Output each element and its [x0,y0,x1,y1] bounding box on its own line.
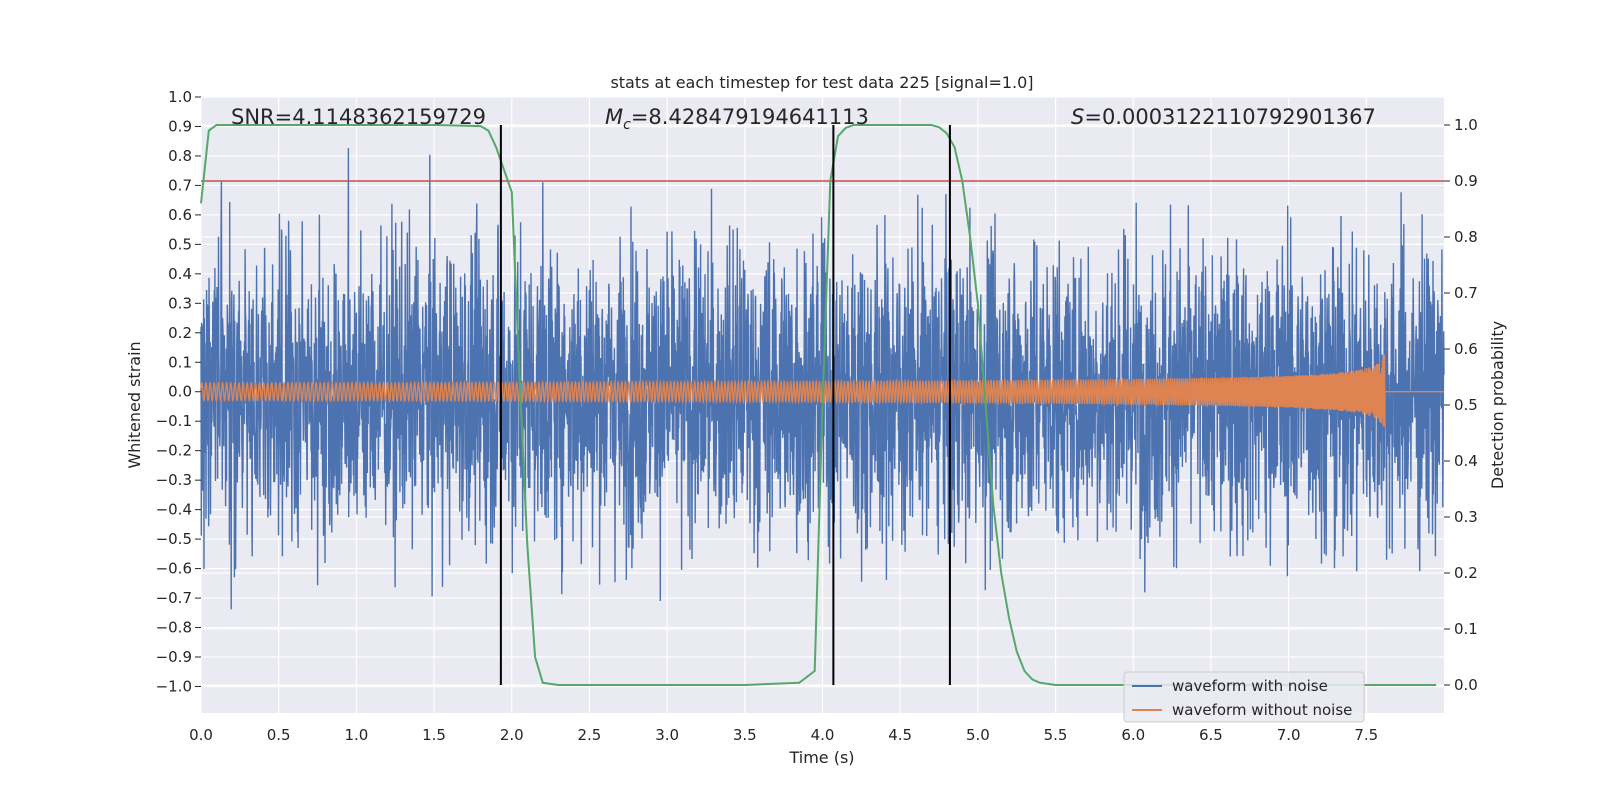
y-tick-label: −1.0 [156,677,192,695]
x-tick-label: 1.5 [422,726,446,744]
chart-title: stats at each timestep for test data 225… [610,73,1033,92]
y-tick-label: 0.2 [168,324,192,342]
y-tick-label: 0.0 [168,383,192,401]
x-tick-label: 1.0 [344,726,368,744]
y2-tick-label: 1.0 [1454,116,1478,134]
y2-tick-label: 0.7 [1454,284,1478,302]
y-tick-label: −0.4 [156,501,192,519]
y-tick-label: 0.7 [168,176,192,194]
x-tick-label: 5.5 [1044,726,1068,744]
y2-tick-label: 0.1 [1454,620,1478,638]
y-tick-label: −0.8 [156,619,192,637]
y-tick-label: −0.9 [156,648,192,666]
y-tick-label: −0.5 [156,530,192,548]
mc-subscript: c [623,117,631,133]
x-tick-label: 6.0 [1121,726,1145,744]
y2-tick-label: 0.9 [1454,172,1478,190]
y2-tick-label: 0.8 [1454,228,1478,246]
y-tick-label: −0.7 [156,589,192,607]
x-tick-label: 3.5 [733,726,757,744]
legend-clean-label: waveform without noise [1172,701,1352,719]
x-tick-label: 2.0 [500,726,524,744]
y2-axis-label: Detection probability [1488,321,1507,489]
y-tick-label: 0.5 [168,235,192,253]
y2-tick-label: 0.4 [1454,452,1478,470]
x-tick-label: 4.0 [811,726,835,744]
y-axis-label: Whitened strain [125,341,144,468]
y-tick-label: 1.0 [168,88,192,106]
y2-tick-label: 0.0 [1454,676,1478,694]
y-tick-label: −0.3 [156,471,192,489]
y2-tick-label: 0.6 [1454,340,1478,358]
s-prefix: S [1071,105,1084,129]
mc-annotation: Mc=8.428479194641113 [605,105,869,133]
axis-layer: 0.0 0.5 1.0 1.5 2.0 2.5 3.0 3.5 4.0 4.5 5.0 5.5 6.0 6… [156,88,1478,744]
y-tick-label: 0.3 [168,294,192,312]
y-tick-label: 0.6 [168,206,192,224]
y-tick-label: 0.4 [168,265,192,283]
x-tick-label: 7.0 [1277,726,1301,744]
y-tick-label: 0.9 [168,117,192,135]
x-tick-label: 7.5 [1354,726,1378,744]
x-tick-label: 3.0 [655,726,679,744]
x-tick-label: 0.5 [267,726,291,744]
snr-annotation: SNR=4.1148362159729 [231,105,486,129]
legend-box [1123,671,1365,723]
x-tick-label: 2.5 [578,726,602,744]
legend-noise-label: waveform with noise [1172,677,1328,695]
legend: waveform with noise waveform without noi… [1123,671,1365,723]
y2-tick-label: 0.2 [1454,564,1478,582]
y-tick-label: 0.1 [168,353,192,371]
y2-tick-label: 0.3 [1454,508,1478,526]
y-tick-label: −0.6 [156,560,192,578]
x-axis-label: Time (s) [788,748,854,767]
s-value: =0.0003122110792901367 [1084,105,1376,129]
x-tick-label: 5.0 [966,726,990,744]
x-tick-label: 0.0 [189,726,213,744]
s-annotation: S=0.0003122110792901367 [1071,105,1376,129]
mc-prefix: M [605,105,623,129]
x-tick-label: 4.5 [888,726,912,744]
y-tick-label: 0.8 [168,147,192,165]
y2-tick-label: 0.5 [1454,396,1478,414]
mc-value: =8.428479194641113 [631,105,869,129]
event-layer [499,125,951,685]
y-tick-label: −0.1 [156,412,192,430]
x-tick-label: 6.5 [1199,726,1223,744]
y-tick-label: −0.2 [156,442,192,460]
